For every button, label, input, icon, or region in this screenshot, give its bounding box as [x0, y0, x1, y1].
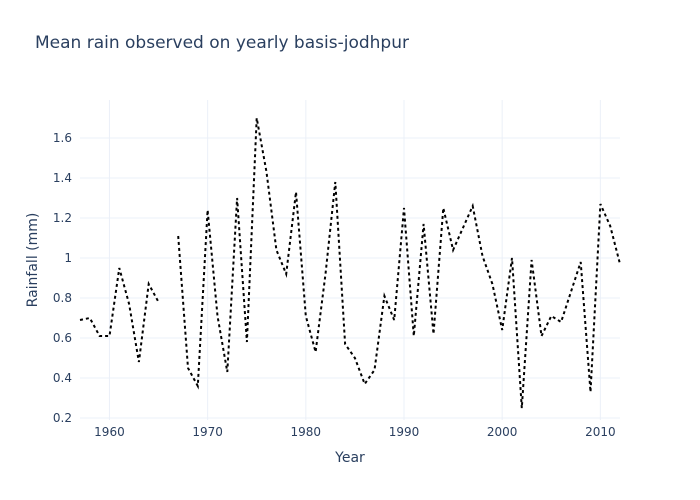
y-axis-title: Rainfall (mm): [25, 213, 41, 308]
y-tick-label: 1.6: [53, 131, 72, 145]
x-axis-title: Year: [334, 450, 365, 466]
y-tick-label: 0.6: [53, 331, 72, 345]
series-line: [79, 117, 621, 409]
y-axis: 0.2 0.4 0.6 0.8 1 1.2 1.4 1.6: [53, 131, 72, 425]
y-tick-label: 1.4: [53, 171, 72, 185]
y-tick-label: 0.2: [53, 411, 72, 425]
plot-area: [79, 117, 621, 409]
y-tick-label: 0.4: [53, 371, 72, 385]
x-tick-label: 1990: [389, 425, 420, 439]
x-tick-label: 1960: [94, 425, 125, 439]
chart-title: Mean rain observed on yearly basis-jodhp…: [35, 33, 409, 53]
y-tick-label: 0.8: [53, 291, 72, 305]
x-tick-label: 2010: [585, 425, 616, 439]
y-tick-label: 1: [64, 251, 72, 265]
x-tick-label: 1980: [291, 425, 322, 439]
x-tick-label: 2000: [487, 425, 518, 439]
x-tick-label: 1970: [192, 425, 223, 439]
x-axis: 1960 1970 1980 1990 2000 2010: [94, 425, 615, 439]
grid: [80, 100, 620, 420]
y-tick-label: 1.2: [53, 211, 72, 225]
